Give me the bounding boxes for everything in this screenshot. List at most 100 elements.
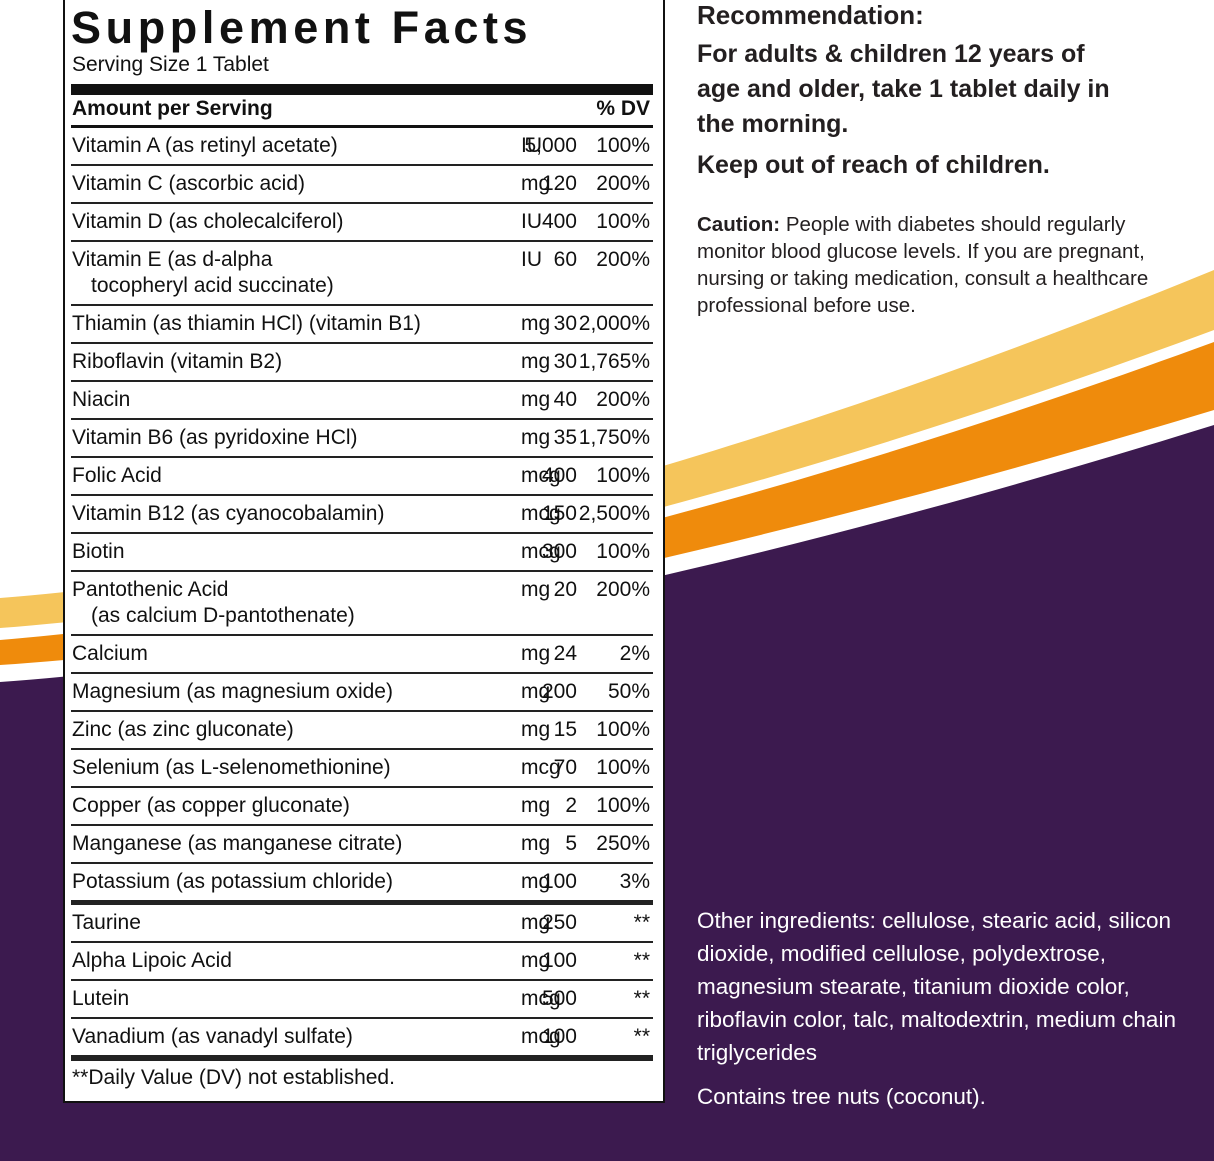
row-rule bbox=[71, 202, 653, 204]
nutrient-name: Folic Acid bbox=[72, 464, 162, 487]
unit: mg bbox=[521, 578, 551, 601]
nutrient-row: Potassium (as potassium chloride) 100 mg 3% bbox=[71, 864, 653, 900]
row-rule bbox=[71, 862, 653, 864]
nutrient-row: Alpha Lipoic Acid 100 mg ** bbox=[71, 943, 653, 979]
nutrient-name: tocopheryl acid succinate) bbox=[91, 274, 334, 297]
dv: 50% bbox=[607, 680, 650, 703]
nutrient-row: Taurine 250 mg ** bbox=[71, 905, 653, 941]
row-rule bbox=[71, 164, 653, 166]
unit: IU bbox=[521, 248, 542, 271]
unit: IU bbox=[521, 210, 542, 233]
nutrient-row: Calcium 24 mg 2% bbox=[71, 636, 653, 672]
unit: mg bbox=[521, 388, 551, 411]
amount: 35 bbox=[553, 426, 577, 449]
dv-header: % DV bbox=[596, 97, 650, 120]
nutrient-name: Biotin bbox=[72, 540, 125, 563]
amount: 200 bbox=[541, 680, 577, 703]
row-rule bbox=[71, 494, 653, 496]
amount: 24 bbox=[553, 642, 577, 665]
nutrient-name: Vitamin B12 (as cyanocobalamin) bbox=[72, 502, 385, 525]
group-rule bbox=[71, 900, 653, 905]
amount: 250 bbox=[541, 911, 577, 934]
nutrient-row: Vitamin B12 (as cyanocobalamin) 150 mcg 2,5… bbox=[71, 496, 653, 532]
facts-title: Supplement Facts bbox=[71, 2, 533, 53]
nutrient-row: Magnesium (as magnesium oxide) 200 mg 50% bbox=[71, 674, 653, 710]
row-rule bbox=[71, 979, 653, 981]
nutrient-row: Zinc (as zinc gluconate) 15 mg 100% bbox=[71, 712, 653, 748]
dv: 100% bbox=[596, 464, 650, 487]
rec-text: For adults & children 12 years of age an… bbox=[697, 40, 1110, 138]
amount: 70 bbox=[553, 756, 577, 779]
row-rule bbox=[71, 532, 653, 534]
amount: 20 bbox=[553, 578, 577, 601]
header-row: Amount per Serving % DV bbox=[71, 95, 653, 125]
header-rule bbox=[71, 125, 653, 128]
row-rule bbox=[71, 672, 653, 674]
dv: 200% bbox=[596, 172, 650, 195]
unit: mg bbox=[521, 949, 551, 972]
dv: 200% bbox=[596, 248, 650, 271]
dv: 100% bbox=[596, 134, 650, 157]
row-rule bbox=[71, 786, 653, 788]
unit: mg bbox=[521, 680, 551, 703]
nutrient-name: Potassium (as potassium chloride) bbox=[72, 870, 393, 893]
amount: 60 bbox=[553, 248, 577, 271]
row-rule bbox=[71, 1017, 653, 1019]
nutrient-name: Vitamin A (as retinyl acetate) bbox=[72, 134, 338, 157]
unit: mg bbox=[521, 718, 551, 741]
nutrient-name: Riboflavin (vitamin B2) bbox=[72, 350, 283, 373]
nutrient-row: Copper (as copper gluconate) 2 mg 100% bbox=[71, 788, 653, 824]
row-rule bbox=[71, 748, 653, 750]
caution-label: Caution: bbox=[697, 213, 781, 236]
unit: mg bbox=[521, 642, 551, 665]
nutrient-row: Selenium (as L-selenomethionine) 70 mcg 100… bbox=[71, 750, 653, 786]
nutrient-name: Vitamin B6 (as pyridoxine HCl) bbox=[72, 426, 358, 449]
dv: ** bbox=[633, 1025, 650, 1048]
unit: mcg bbox=[521, 502, 561, 525]
row-rule bbox=[71, 710, 653, 712]
dv: 250% bbox=[596, 832, 650, 855]
amount-header: Amount per Serving bbox=[72, 97, 273, 120]
nutrient-row: Riboflavin (vitamin B2) 30 mg 1,765% bbox=[71, 344, 653, 380]
amount: 400 bbox=[541, 464, 577, 487]
nutrient-row: Vanadium (as vanadyl sulfate) 100 mcg ** bbox=[71, 1019, 653, 1055]
amount: 2 bbox=[565, 794, 577, 817]
nutrient-name: Lutein bbox=[72, 987, 130, 1010]
unit: mg bbox=[521, 832, 551, 855]
nutrient-name: Alpha Lipoic Acid bbox=[72, 949, 232, 972]
nutrient-name: Vitamin D (as cholecalciferol) bbox=[72, 210, 344, 233]
unit: mcg bbox=[521, 1025, 561, 1048]
row-rule bbox=[71, 304, 653, 306]
dv: 100% bbox=[596, 540, 650, 563]
nutrient-row: Manganese (as manganese citrate) 5 mg 250% bbox=[71, 826, 653, 862]
caution: Caution: People with diabetes should reg… bbox=[697, 211, 1162, 319]
dv: 200% bbox=[596, 388, 650, 411]
amount: 30 bbox=[553, 350, 577, 373]
nutrient-row: Folic Acid 400 mcg 100% bbox=[71, 458, 653, 494]
unit: mcg bbox=[521, 540, 561, 563]
row-rule bbox=[71, 824, 653, 826]
nutrient-name: Selenium (as L-selenomethionine) bbox=[72, 756, 391, 779]
dv: 1,750% bbox=[578, 426, 650, 449]
dv: 100% bbox=[596, 794, 650, 817]
unit: mg bbox=[521, 911, 551, 934]
nutrient-name: Taurine bbox=[72, 911, 141, 934]
nutrient-name: Copper (as copper gluconate) bbox=[72, 794, 350, 817]
rec-title: Recommendation: bbox=[697, 0, 924, 30]
nutrient-row: Vitamin B6 (as pyridoxine HCl) 35 mg 1,750% bbox=[71, 420, 653, 456]
nutrient-name: Magnesium (as magnesium oxide) bbox=[72, 680, 393, 703]
dv: 2,000% bbox=[578, 312, 650, 335]
unit: mcg bbox=[521, 756, 561, 779]
nutrient-row: Lutein 500 mcg ** bbox=[71, 981, 653, 1017]
nutrient-name: Zinc (as zinc gluconate) bbox=[72, 718, 294, 741]
rec-warning: Keep out of reach of children. bbox=[697, 151, 1050, 179]
caution-text: People with diabetes should regularly mo… bbox=[697, 213, 1149, 317]
dv: 100% bbox=[596, 756, 650, 779]
row-rule bbox=[71, 240, 653, 242]
dv: 3% bbox=[619, 870, 650, 893]
amount: 15 bbox=[553, 718, 577, 741]
amount: 400 bbox=[541, 210, 577, 233]
unit: IU bbox=[521, 134, 542, 157]
dv: ** bbox=[633, 949, 650, 972]
